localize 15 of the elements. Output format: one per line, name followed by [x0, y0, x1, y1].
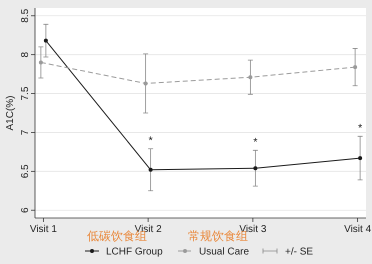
legend-label: LCHF Group: [106, 246, 164, 258]
annotation: *: [148, 134, 154, 147]
y-tick-label: 7: [20, 129, 31, 136]
text: +/- SE: [285, 246, 314, 258]
annotation: *: [358, 122, 363, 134]
y-axis-title: A1C(%): [5, 95, 16, 131]
legend-label: Usual Care: [199, 246, 250, 258]
y-tick-label: 6.5: [20, 164, 31, 178]
x-tick-label: Visit 4: [344, 224, 372, 235]
y-tick-label: 8: [20, 51, 31, 58]
y-tick-label: 6: [20, 207, 31, 214]
x-tick-label: Visit 1: [30, 224, 58, 235]
y-tick-label: 8.5: [20, 8, 31, 23]
annotation: *: [253, 136, 258, 148]
y-tick-label: 7.5: [20, 86, 31, 101]
